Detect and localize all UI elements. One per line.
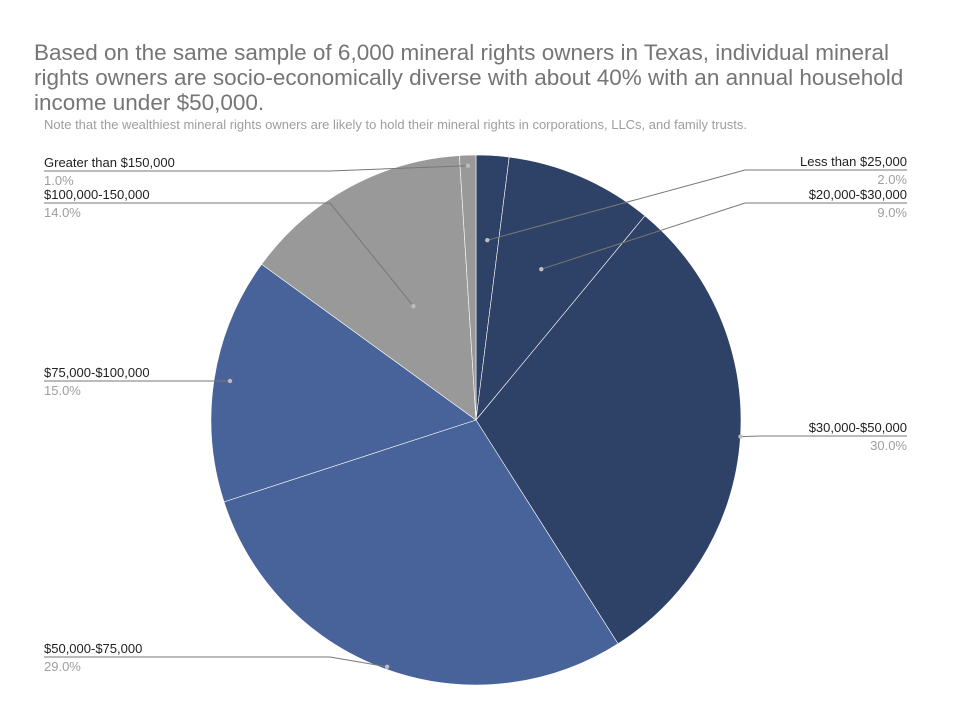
leader-line [487,169,907,241]
leader-dot [227,378,233,384]
leader-line [44,202,414,307]
slice-percent: 9.0% [877,205,907,220]
leader-dot [465,163,471,168]
slice-percent: 30.0% [870,438,907,453]
leader-line [541,202,907,270]
leader-line [44,656,388,668]
slice-label: $75,000-$100,000 [44,365,150,380]
leader-dot [485,238,490,243]
pie-slice [210,263,477,503]
chart-title: Based on the same sample of 6,000 minera… [34,40,904,115]
slice-percent: 2.0% [877,172,907,187]
slice-label: $20,000-$30,000 [809,187,907,202]
leader-dot [411,304,416,309]
leader-line [740,435,907,438]
pie-slice [459,154,477,421]
pie-slice [223,419,619,686]
slice-percent: 29.0% [44,659,81,674]
slice-label: $100,000-150,000 [44,187,150,202]
slice-label: $50,000-$75,000 [44,641,142,656]
leader-dot [384,664,390,669]
leader-dot [539,267,544,272]
leader-line [44,165,469,172]
pie-slice [475,156,646,421]
chart-subtitle: Note that the wealthiest mineral rights … [44,117,748,132]
slice-percent: 14.0% [44,205,81,220]
slice-label: $30,000-$50,000 [809,420,907,435]
leader-dot [738,434,743,439]
slice-label: Greater than $150,000 [44,155,175,170]
slice-label: Less than $25,000 [800,154,907,169]
slice-percent: 15.0% [44,383,81,398]
slice-percent: 1.0% [44,173,74,188]
pie-slice [261,155,477,421]
